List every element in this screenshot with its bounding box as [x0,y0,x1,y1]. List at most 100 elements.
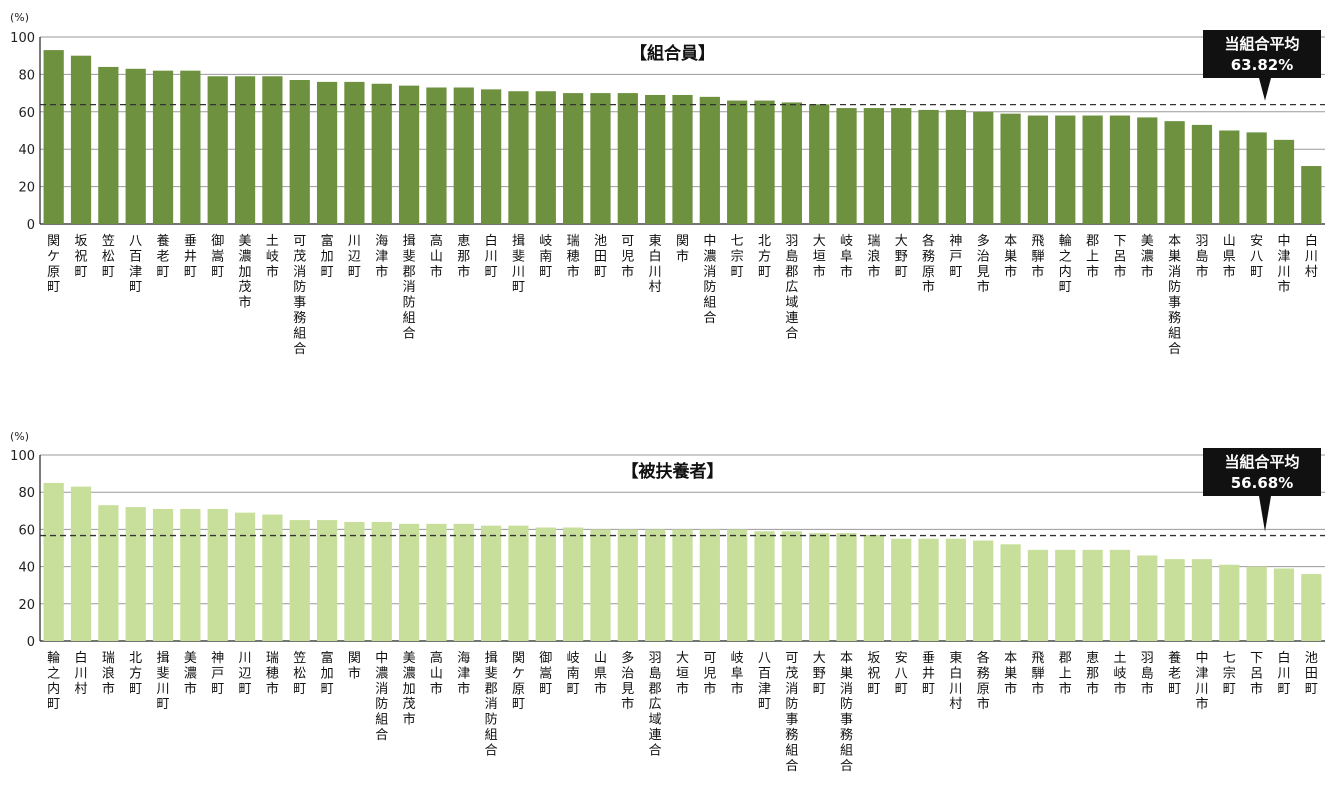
bar [1055,550,1075,641]
category-label: 下呂市 [1250,651,1263,697]
bar [809,533,829,641]
category-label: 安八町 [895,651,908,697]
bar [71,56,91,224]
bar [1274,140,1294,224]
bar [180,71,200,224]
bar [946,539,966,641]
category-labels: 輪之内町白川村瑞浪市北方町揖斐川町美濃市神戸町川辺町瑞穂市笠松町富加町関市中濃消… [47,650,1318,774]
bar [946,110,966,224]
bar [563,93,583,224]
bar [126,507,146,641]
bar [1028,116,1048,224]
bar [344,82,364,224]
y-tick-label: 20 [18,181,35,196]
bar [754,101,774,224]
category-label: 川辺町 [239,651,252,697]
category-label: 垂井町 [184,234,197,280]
category-label: 関市 [348,651,361,681]
bar [645,529,665,641]
y-tick-label: 60 [18,523,35,538]
category-label: 高山市 [430,650,443,697]
bar [864,108,884,224]
bar [454,87,474,224]
bar [973,541,993,641]
bar [1301,166,1321,224]
bar [1110,116,1130,224]
category-label: 御嵩町 [211,234,224,280]
average-value: 63.82% [1231,56,1293,74]
category-label: 輪之内町 [47,650,60,712]
category-label: 本巣消防事務組合 [840,651,853,774]
bar [590,529,610,641]
category-label: 郡上市 [1059,651,1072,697]
bar [262,76,282,224]
category-label: 瑞浪市 [867,234,880,280]
category-label: 富加町 [321,233,334,280]
bar [317,82,337,224]
y-tick-label: 40 [18,143,35,158]
bar [208,76,228,224]
category-label: 白川村 [75,650,88,697]
bar [126,69,146,224]
bar [864,535,884,641]
category-label: 海津市 [375,234,388,280]
category-label: 池田町 [594,234,607,280]
category-label: 飛騨市 [1031,651,1044,697]
category-label: 本巣市 [1004,651,1017,697]
category-label: 多治見市 [977,233,990,295]
category-label: 山県市 [594,651,607,697]
bar [1000,114,1020,224]
bar [672,529,692,641]
category-label: 中津川市 [1277,234,1290,295]
bar [1165,121,1185,224]
bar [1137,555,1157,641]
bars [44,50,1322,224]
category-label: 坂祝町 [867,651,880,697]
category-label: 岐南町 [539,234,552,280]
average-label: 当組合平均 [1224,453,1299,471]
category-label: 美濃加茂市 [403,651,416,728]
category-label: 関ケ原町 [47,234,60,295]
category-label: 七宗町 [731,234,744,280]
category-label: 垂井町 [922,651,935,697]
bar [1219,565,1239,641]
bar [1055,116,1075,224]
category-label: 中濃消防組合 [375,651,388,743]
bar [344,522,364,641]
bar [590,93,610,224]
category-label: 可茂消防事務組合 [293,234,306,357]
bar [1137,117,1157,224]
category-label: 大垣市 [813,234,826,280]
category-label: 御嵩町 [539,651,552,697]
category-label: 岐阜市 [840,234,853,280]
y-tick-labels: 0 20 40 60 80 100 [10,31,35,233]
category-label: 揖斐川町 [512,234,525,295]
chart-members: (%) 0 20 40 60 80 100 関ケ原町 坂祝町 笠松町 八百津町 養老町 垂井町 御嵩町… [10,11,1325,357]
bar [317,520,337,641]
y-tick-label: 20 [18,598,35,613]
bar [645,95,665,224]
category-label: 白川町 [1277,650,1290,697]
bar [1301,574,1321,641]
bar [618,93,638,224]
category-label: 美濃加茂市 [239,234,252,311]
bar [672,95,692,224]
bar [262,515,282,641]
category-label: 羽島郡広域連合 [649,651,662,758]
category-label: 白川町 [485,233,498,280]
category-label: 山県市 [1223,234,1236,280]
category-label: 恵那市 [457,234,470,280]
category-label: 海津市 [457,651,470,697]
category-label: 池田町 [1305,651,1318,697]
category-label: 笠松町 [293,651,306,697]
category-label: 岐阜市 [731,651,744,697]
y-tick-label: 100 [10,31,35,46]
y-tick-labels: 0 20 40 60 80 100 [10,449,35,650]
bar [235,513,255,641]
bar [1082,550,1102,641]
bar [1000,544,1020,641]
category-label: 八百津町 [129,234,142,295]
category-label: 八百津町 [758,651,771,712]
bar [508,526,528,641]
